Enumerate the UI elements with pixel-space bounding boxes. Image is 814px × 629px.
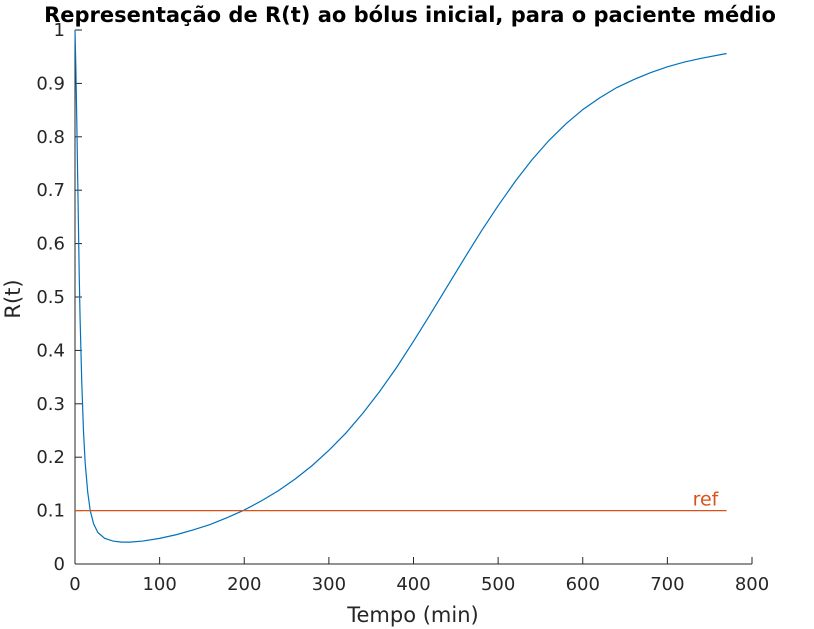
y-tick-label: 0.4 <box>36 340 65 361</box>
y-tick-label: 0 <box>54 554 65 575</box>
x-tick-label: 600 <box>566 574 600 595</box>
y-tick-label: 0.9 <box>36 73 65 94</box>
chart-title: Representação de R(t) ao bólus inicial, … <box>44 3 776 27</box>
y-tick-label: 0.8 <box>36 127 65 148</box>
x-axis-label: Tempo (min) <box>346 603 478 627</box>
ref-annotation: ref <box>693 489 720 511</box>
y-tick-label: 1 <box>54 20 65 41</box>
y-tick-label: 0.3 <box>36 394 65 415</box>
x-tick-label: 0 <box>69 574 80 595</box>
x-tick-label: 800 <box>735 574 769 595</box>
x-tick-label: 100 <box>142 574 176 595</box>
x-tick-label: 500 <box>481 574 515 595</box>
plot-area: 0 100 200 300 400 500 600 700 800 0 0.1 0.2 0.3 0.4 0.… <box>36 20 769 595</box>
x-tick-label: 200 <box>227 574 261 595</box>
x-tick-label: 300 <box>312 574 346 595</box>
y-axis-label: R(t) <box>1 279 25 318</box>
y-tick-label: 0.7 <box>36 180 65 201</box>
y-tick-label: 0.2 <box>36 447 65 468</box>
x-tick-label: 400 <box>396 574 430 595</box>
series-line-0 <box>74 29 727 543</box>
y-tick-label: 0.6 <box>36 234 65 255</box>
y-tick-label: 0.5 <box>36 287 65 308</box>
y-tick-label: 0.1 <box>36 501 65 522</box>
x-tick-label: 700 <box>650 574 684 595</box>
